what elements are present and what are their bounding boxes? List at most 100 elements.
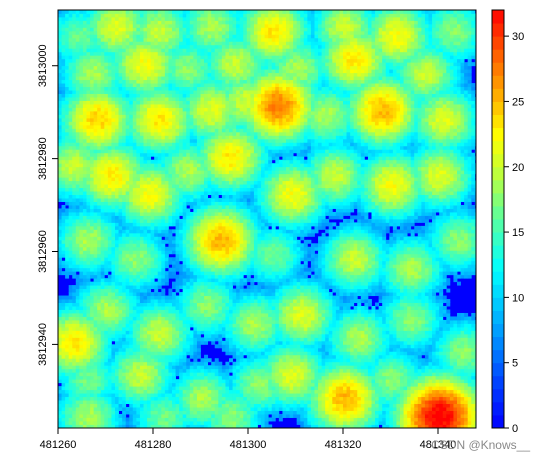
heatmap-cell: [168, 97, 173, 101]
heatmap-cell: [204, 309, 209, 314]
heatmap-cell: [100, 253, 105, 258]
heatmap-cell: [111, 41, 116, 46]
heatmap-cell: [147, 65, 152, 70]
heatmap-cell: [93, 257, 98, 262]
heatmap-cell: [204, 215, 209, 220]
heatmap-cell: [118, 62, 123, 67]
heatmap-cell: [154, 10, 159, 14]
heatmap-cell: [193, 135, 198, 140]
heatmap-cell: [186, 330, 191, 335]
heatmap-cell: [100, 243, 105, 248]
heatmap-cell: [179, 323, 184, 328]
heatmap-cell: [82, 211, 87, 216]
heatmap-cell: [97, 187, 102, 192]
heatmap-cell: [179, 41, 184, 46]
heatmap-cell: [175, 215, 180, 220]
heatmap-cell: [72, 163, 77, 168]
heatmap-cell: [150, 420, 155, 425]
heatmap-cell: [61, 218, 66, 223]
heatmap-cell: [104, 386, 109, 391]
heatmap-cell: [65, 62, 70, 67]
heatmap-cell: [196, 16, 201, 21]
heatmap-cell: [104, 194, 109, 199]
heatmap-cell: [129, 208, 134, 213]
heatmap-cell: [200, 142, 205, 147]
heatmap-cell: [157, 382, 162, 387]
heatmap-cell: [139, 386, 144, 391]
heatmap-cell: [168, 323, 173, 328]
heatmap-cell: [154, 55, 159, 60]
heatmap-cell: [65, 16, 70, 21]
heatmap-cell: [168, 382, 173, 387]
heatmap-cell: [175, 400, 180, 405]
heatmap-cell: [200, 306, 205, 310]
heatmap-cell: [164, 215, 169, 220]
heatmap-cell: [72, 302, 77, 307]
heatmap-cell: [90, 333, 95, 338]
heatmap-cell: [72, 400, 77, 405]
heatmap-cell: [196, 264, 201, 269]
heatmap-cell: [179, 204, 184, 209]
heatmap-cell: [118, 170, 123, 175]
heatmap-cell: [147, 358, 152, 363]
heatmap-cell: [164, 386, 169, 391]
heatmap-cell: [193, 97, 198, 101]
heatmap-cell: [115, 382, 119, 387]
heatmap-cell: [196, 170, 201, 175]
heatmap-cell: [79, 107, 84, 112]
heatmap-cell: [207, 316, 212, 321]
heatmap-cell: [161, 163, 166, 168]
heatmap-cell: [61, 149, 66, 154]
heatmap-cell: [175, 97, 180, 101]
heatmap-cell: [90, 225, 95, 230]
heatmap-cell: [196, 413, 201, 418]
heatmap-cell: [150, 107, 155, 112]
heatmap-cell: [139, 204, 144, 209]
heatmap-cell: [125, 396, 130, 401]
heatmap-cell: [136, 173, 141, 178]
heatmap-cell: [79, 44, 84, 49]
heatmap-cell: [150, 222, 155, 227]
heatmap-cell: [182, 326, 187, 331]
heatmap-cell: [139, 400, 144, 405]
heatmap-cell: [61, 250, 66, 255]
heatmap-cell: [179, 79, 184, 84]
heatmap-cell: [93, 375, 98, 380]
heatmap-cell: [93, 187, 98, 192]
heatmap-cell: [189, 403, 194, 408]
heatmap-cell: [129, 152, 134, 157]
heatmap-cell: [115, 413, 119, 418]
heatmap-cell: [97, 145, 102, 150]
heatmap-cell: [115, 198, 119, 202]
heatmap-cell: [86, 198, 91, 202]
heatmap-cell: [107, 191, 112, 196]
heatmap-cell: [86, 142, 91, 147]
heatmap-cell: [65, 128, 70, 133]
heatmap-cell: [104, 358, 109, 363]
heatmap-cell: [182, 337, 187, 342]
heatmap-cell: [164, 222, 169, 227]
heatmap-cell: [90, 184, 95, 189]
heatmap-cell: [107, 114, 112, 119]
heatmap-cell: [168, 156, 173, 161]
heatmap-cell: [65, 393, 70, 398]
heatmap-cell: [129, 117, 134, 122]
heatmap-cell: [186, 114, 191, 119]
heatmap-cell: [68, 180, 73, 185]
heatmap-cell: [61, 27, 66, 32]
heatmap-cell: [68, 351, 73, 356]
heatmap-cell: [93, 229, 98, 234]
heatmap-cell: [196, 257, 201, 262]
heatmap-cell: [107, 344, 112, 349]
heatmap-cell: [161, 13, 166, 18]
heatmap-cell: [115, 201, 119, 206]
heatmap-cell: [104, 131, 109, 136]
heatmap-cell: [90, 30, 95, 35]
heatmap-cell: [164, 225, 169, 230]
heatmap-cell: [129, 191, 134, 196]
heatmap-cell: [129, 361, 134, 366]
heatmap-cell: [61, 295, 66, 300]
heatmap-cell: [150, 69, 155, 74]
heatmap-cell: [129, 201, 134, 206]
heatmap-cell: [172, 58, 176, 63]
